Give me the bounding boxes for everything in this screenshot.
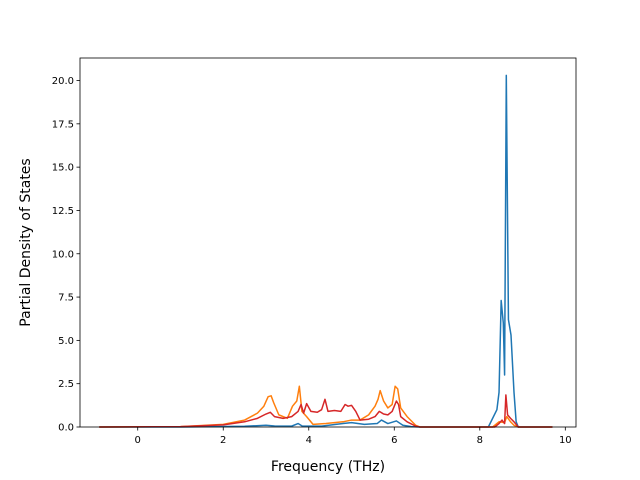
y-axis-ticks: 0.0 2.5 5.0 7.5 10.0 12.5 15.0 17.5 20.0 xyxy=(52,76,80,434)
y-tick-label: 12.5 xyxy=(52,206,74,217)
y-tick-label: 7.5 xyxy=(58,293,74,304)
series-layer xyxy=(99,74,553,428)
y-axis-label: Partial Density of States xyxy=(18,158,34,326)
x-axis-ticks: 0 2 4 6 8 10 xyxy=(135,427,572,446)
x-tick-label: 8 xyxy=(477,435,483,446)
x-tick-label: 10 xyxy=(559,435,572,446)
y-tick-label: 15.0 xyxy=(52,163,74,174)
x-tick-label: 2 xyxy=(220,435,226,446)
y-tick-label: 20.0 xyxy=(52,76,74,87)
y-tick-label: 10.0 xyxy=(52,249,74,260)
y-tick-label: 0.0 xyxy=(58,423,74,434)
y-tick-label: 17.5 xyxy=(52,119,74,130)
series-line-1 xyxy=(99,74,553,428)
y-tick-label: 5.0 xyxy=(58,336,74,347)
series-line-3 xyxy=(99,394,553,428)
x-axis-label: Frequency (THz) xyxy=(271,459,385,475)
y-tick-label: 2.5 xyxy=(58,379,74,390)
plot-frame xyxy=(79,57,577,428)
x-tick-label: 4 xyxy=(306,435,312,446)
x-tick-label: 6 xyxy=(391,435,397,446)
x-tick-label: 0 xyxy=(135,435,141,446)
series-line-2 xyxy=(99,385,553,428)
